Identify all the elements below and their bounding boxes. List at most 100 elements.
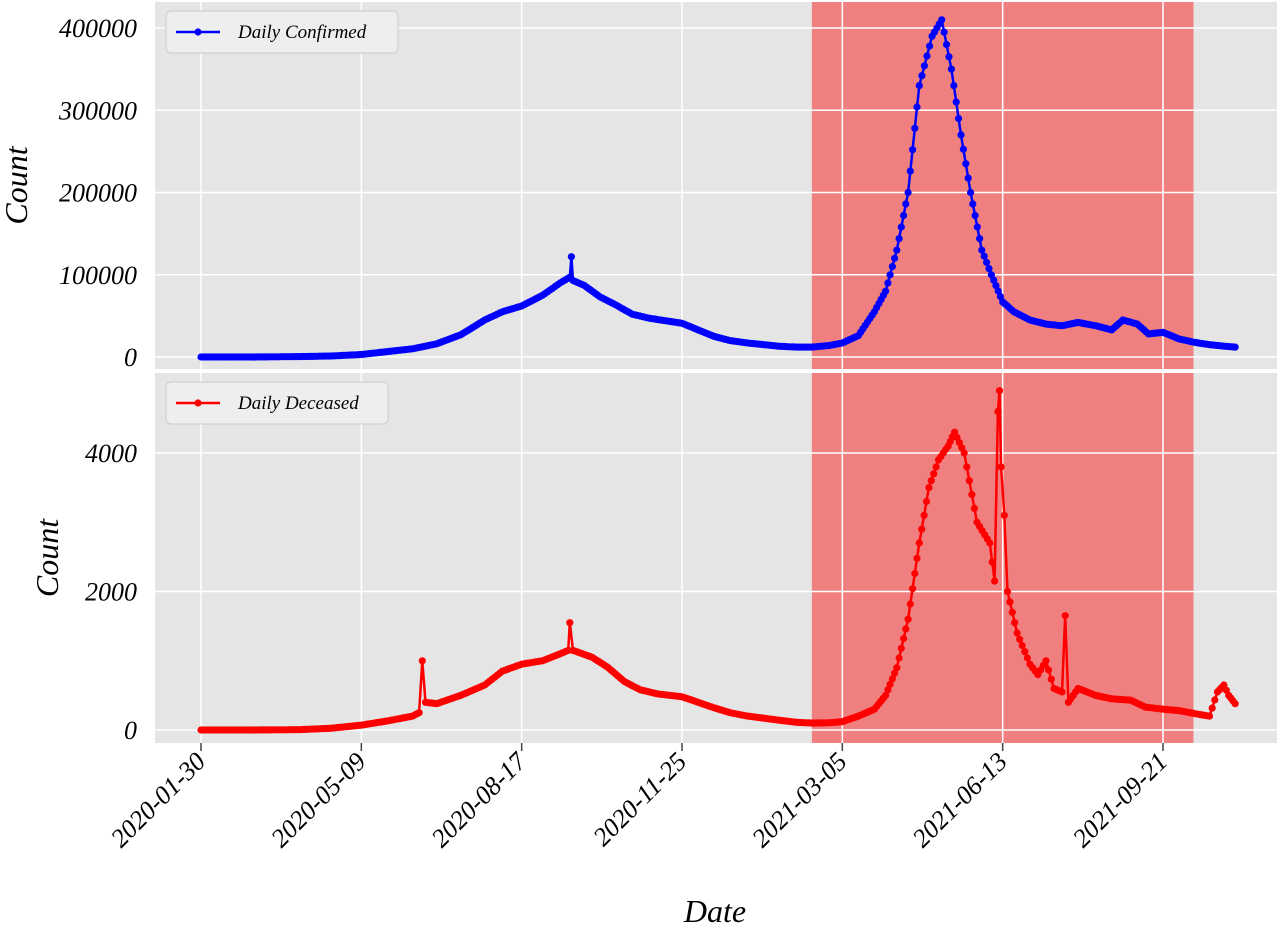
data-point — [971, 211, 979, 220]
data-point — [1058, 688, 1066, 696]
series-markers — [197, 16, 1239, 361]
data-point — [886, 271, 894, 279]
data-point — [957, 131, 965, 139]
y-tick-label: 0 — [124, 343, 137, 372]
data-point — [567, 253, 576, 261]
data-point — [418, 657, 426, 665]
data-point — [942, 40, 951, 49]
data-point — [888, 262, 897, 271]
legend-marker — [194, 28, 202, 36]
data-point — [1018, 641, 1026, 650]
data-point — [909, 146, 917, 154]
data-point — [1006, 598, 1014, 606]
data-point — [902, 625, 910, 633]
panel-daily-deceased: 0 2000 4000 Count Daily Deceased 2020-01-30 20… — [29, 373, 1277, 853]
data-point — [911, 124, 919, 132]
data-point — [925, 484, 933, 492]
data-point — [895, 235, 903, 243]
y-tick-label: 100000 — [59, 261, 137, 290]
x-tick-label: 2020-08-17 — [426, 746, 533, 853]
legend: Daily Deceased — [165, 381, 389, 425]
data-point — [988, 558, 996, 566]
data-point — [918, 525, 926, 533]
data-point — [1008, 608, 1016, 616]
data-point — [920, 62, 929, 70]
x-tick-label: 2021-03-05 — [746, 747, 852, 853]
data-point — [1231, 343, 1239, 351]
data-point — [938, 16, 946, 24]
data-point — [891, 254, 899, 262]
data-point — [1205, 712, 1214, 720]
data-point — [967, 188, 975, 197]
data-point — [906, 167, 914, 175]
legend-marker — [194, 399, 202, 407]
legend-label: Daily Deceased — [237, 393, 359, 414]
data-point — [909, 585, 917, 593]
data-point — [964, 174, 972, 182]
x-tick-label: 2020-05-09 — [265, 747, 371, 853]
data-point — [897, 223, 905, 231]
data-point — [902, 200, 910, 208]
data-point — [884, 279, 892, 287]
data-point — [1047, 675, 1055, 683]
data-point — [970, 504, 979, 512]
data-point — [895, 654, 903, 662]
data-point — [904, 615, 912, 623]
data-point — [893, 664, 901, 672]
data-point — [900, 211, 908, 220]
data-point — [927, 477, 935, 485]
data-point — [891, 669, 899, 677]
data-point — [1013, 629, 1021, 637]
y-tick-label: 200000 — [59, 179, 137, 208]
data-point — [994, 287, 1002, 295]
data-point — [968, 491, 976, 499]
data-point — [900, 635, 908, 643]
data-point — [960, 449, 968, 457]
data-point — [922, 497, 931, 506]
data-point — [996, 292, 1005, 301]
data-point — [1003, 587, 1012, 596]
data-point — [904, 188, 912, 197]
data-point — [963, 463, 971, 471]
data-point — [1208, 704, 1216, 712]
data-point — [920, 511, 928, 519]
data-point — [965, 477, 973, 485]
data-point — [995, 387, 1004, 395]
data-point — [991, 577, 999, 585]
data-point — [945, 53, 953, 61]
data-point — [882, 691, 890, 700]
series-markers — [197, 387, 1239, 734]
data-point — [940, 28, 948, 36]
data-point — [986, 539, 994, 547]
data-point — [415, 709, 423, 717]
data-point — [918, 72, 926, 80]
y-tick-label: 0 — [124, 716, 137, 745]
data-point — [983, 258, 991, 266]
data-point — [973, 223, 981, 231]
data-point — [987, 271, 996, 279]
data-point — [913, 103, 921, 111]
data-point — [1021, 648, 1029, 656]
data-point — [1231, 700, 1239, 708]
x-tick-label: 2021-06-13 — [907, 747, 1013, 853]
data-point — [906, 600, 914, 608]
x-tick-label: 2020-01-30 — [105, 747, 211, 853]
x-tick-label: 2020-11-25 — [587, 747, 692, 852]
data-point — [888, 675, 897, 683]
data-point — [915, 82, 923, 90]
data-point — [985, 265, 993, 273]
y-axis-title: Count — [29, 518, 65, 597]
y-tick-label: 4000 — [85, 439, 137, 468]
legend-box — [165, 10, 399, 54]
data-point — [882, 287, 890, 295]
data-point — [926, 42, 934, 50]
data-point — [1042, 657, 1050, 665]
data-point — [884, 686, 892, 694]
data-point — [978, 246, 986, 254]
data-point — [893, 246, 901, 254]
data-point — [915, 539, 923, 547]
data-point — [930, 470, 938, 478]
data-point — [952, 98, 960, 106]
x-tick-label: 2021-09-21 — [1067, 747, 1173, 853]
